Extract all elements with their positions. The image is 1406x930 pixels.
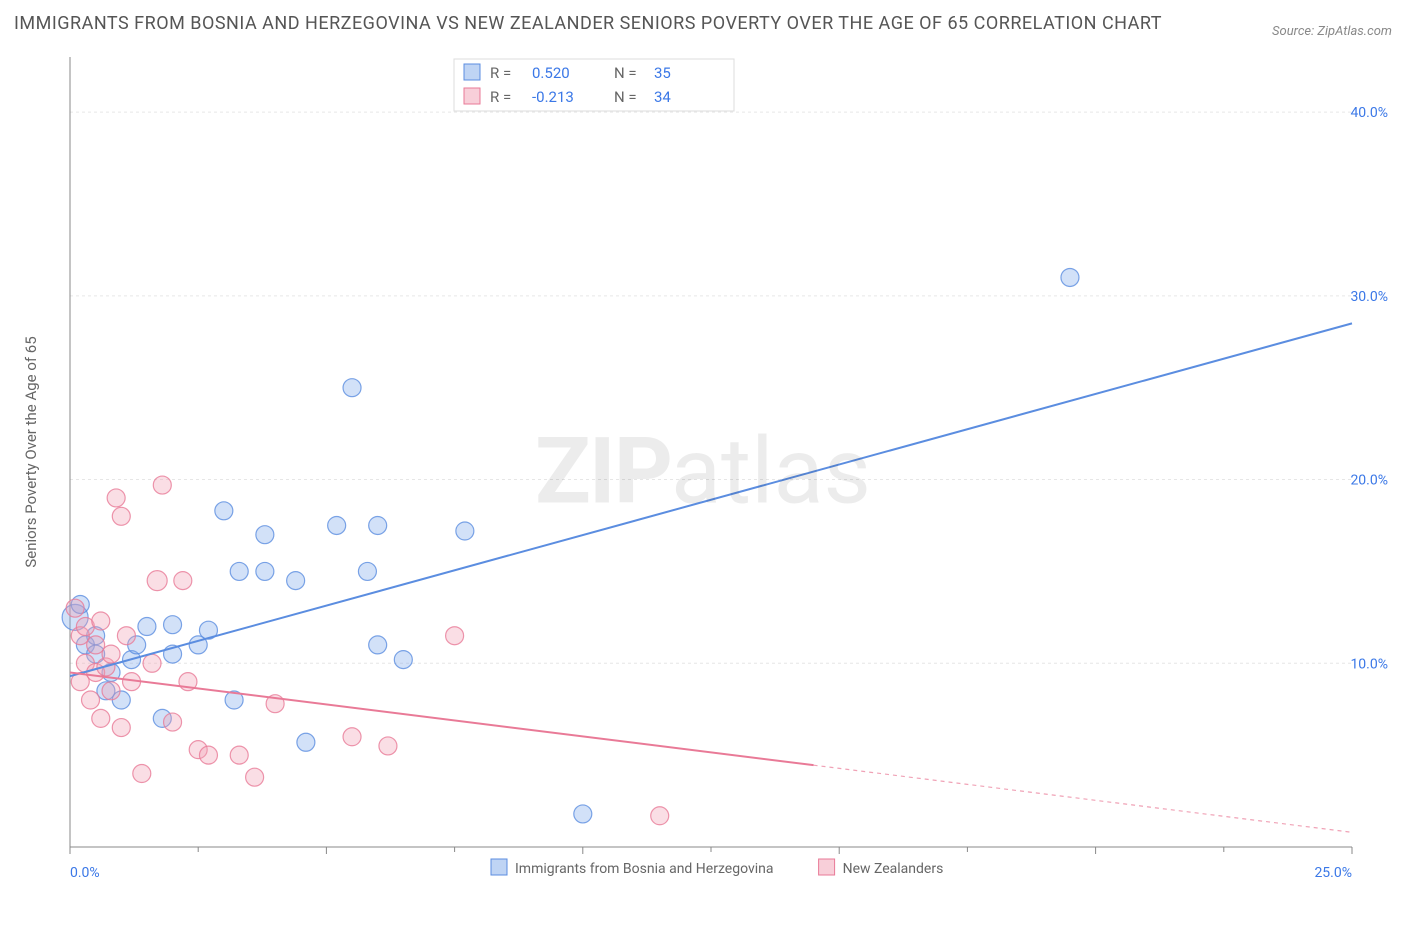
data-point <box>328 516 346 534</box>
data-point <box>102 645 120 663</box>
svg-text:0.0%: 0.0% <box>70 865 100 881</box>
data-point <box>379 737 397 755</box>
data-point <box>102 682 120 700</box>
data-point <box>133 764 151 782</box>
chart-svg: 0.0% 25.0% 10.0% 20.0% 30.0% 40.0% Seniors Pov… <box>14 47 1392 897</box>
svg-text:0.520: 0.520 <box>532 64 570 82</box>
data-point <box>215 502 233 520</box>
data-point <box>1061 268 1079 286</box>
data-point <box>456 522 474 540</box>
data-point <box>164 713 182 731</box>
trend-line <box>70 323 1352 676</box>
legend-swatch <box>491 859 507 875</box>
data-point <box>138 617 156 635</box>
data-point <box>66 599 84 617</box>
data-point <box>230 746 248 764</box>
data-point <box>446 627 464 645</box>
data-point <box>287 571 305 589</box>
data-point <box>343 728 361 746</box>
data-point <box>651 807 669 825</box>
data-point <box>117 627 135 645</box>
data-point <box>394 650 412 668</box>
data-point <box>256 562 274 580</box>
legend-label: Immigrants from Bosnia and Herzegovina <box>515 861 774 877</box>
svg-text:35: 35 <box>654 64 671 82</box>
data-point <box>92 709 110 727</box>
data-point <box>112 507 130 525</box>
data-point <box>174 571 192 589</box>
svg-text:N =: N = <box>614 88 637 106</box>
legend-swatch <box>464 88 480 104</box>
data-point <box>82 691 100 709</box>
data-point <box>164 615 182 633</box>
data-point <box>574 805 592 823</box>
legend-swatch <box>819 859 835 875</box>
data-point <box>143 654 161 672</box>
svg-text:25.0%: 25.0% <box>1314 865 1352 881</box>
trend-line-extrapolated <box>814 765 1352 832</box>
source-attribution: Source: ZipAtlas.com <box>1272 24 1392 39</box>
svg-text:20.0%: 20.0% <box>1350 472 1388 488</box>
data-point <box>369 636 387 654</box>
svg-text:Seniors Poverty Over the Age o: Seniors Poverty Over the Age of 65 <box>22 336 40 567</box>
svg-text:-0.213: -0.213 <box>532 88 574 106</box>
svg-text:30.0%: 30.0% <box>1350 289 1388 305</box>
data-point <box>147 570 167 590</box>
data-point <box>343 378 361 396</box>
correlation-chart: 0.0% 25.0% 10.0% 20.0% 30.0% 40.0% Seniors Pov… <box>14 47 1392 897</box>
data-point <box>107 489 125 507</box>
data-point <box>230 562 248 580</box>
data-point <box>297 733 315 751</box>
data-point <box>153 476 171 494</box>
legend-label: New Zealanders <box>843 861 944 877</box>
svg-text:40.0%: 40.0% <box>1350 105 1388 121</box>
svg-text:R =: R = <box>490 64 511 82</box>
data-point <box>199 746 217 764</box>
data-point <box>112 718 130 736</box>
svg-text:N =: N = <box>614 64 637 82</box>
data-point <box>369 516 387 534</box>
svg-text:34: 34 <box>654 88 671 106</box>
legend-swatch <box>464 64 480 80</box>
svg-text:10.0%: 10.0% <box>1350 656 1388 672</box>
svg-text:R =: R = <box>490 88 511 106</box>
data-point <box>358 562 376 580</box>
data-point <box>246 768 264 786</box>
data-point <box>92 612 110 630</box>
data-point <box>256 525 274 543</box>
page-title: IMMIGRANTS FROM BOSNIA AND HERZEGOVINA V… <box>14 10 1162 39</box>
